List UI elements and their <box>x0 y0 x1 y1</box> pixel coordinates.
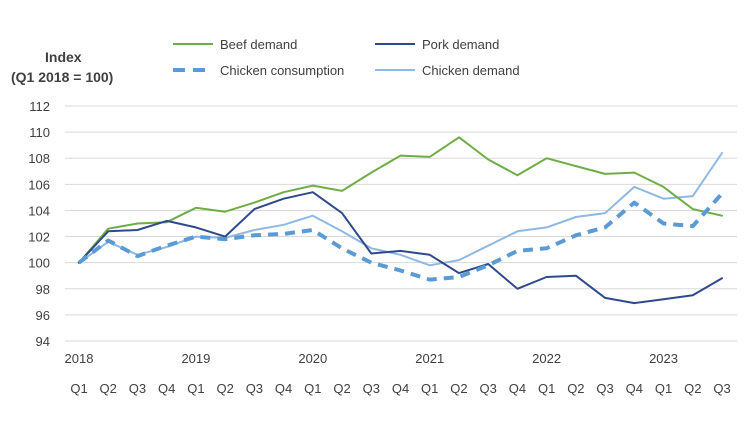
x-quarter-label: Q4 <box>392 381 409 396</box>
y-tick-label: 108 <box>28 151 50 166</box>
y-tick-label: 98 <box>36 282 50 297</box>
x-year-label: 2018 <box>65 351 94 366</box>
x-quarter-label: Q4 <box>509 381 526 396</box>
x-year-label: 2020 <box>298 351 327 366</box>
x-quarter-label: Q1 <box>538 381 555 396</box>
x-year-label: 2022 <box>532 351 561 366</box>
x-year-label: 2019 <box>181 351 210 366</box>
x-quarter-label: Q1 <box>304 381 321 396</box>
y-tick-label: 94 <box>36 334 50 349</box>
x-quarter-label: Q2 <box>684 381 701 396</box>
x-quarter-label: Q2 <box>450 381 467 396</box>
y-axis-ticks: 94 96 98 100 102 104 106 108 110 112 <box>28 99 50 349</box>
series-line-chicken-demand <box>78 152 723 267</box>
y-tick-label: 112 <box>29 99 50 114</box>
x-quarter-label: Q4 <box>158 381 175 396</box>
x-quarter-label: Q1 <box>70 381 87 396</box>
x-quarter-label: Q3 <box>363 381 380 396</box>
series-line-beef-demand <box>78 136 723 264</box>
y-tick-label: 104 <box>28 203 50 218</box>
legend-label: Beef demand <box>220 37 297 52</box>
x-axis: 2018 2019 2020 2021 2022 2023 Q1 Q2 Q3 Q4 Q1 Q2 Q3 Q4… <box>65 351 731 396</box>
gridlines <box>65 105 737 342</box>
legend-label: Pork demand <box>422 37 499 52</box>
x-quarter-label: Q3 <box>713 381 730 396</box>
y-tick-label: 110 <box>29 125 50 140</box>
y-tick-label: 102 <box>28 230 50 245</box>
legend-label: Chicken demand <box>422 63 520 78</box>
y-axis-label-line1: Index <box>45 49 82 65</box>
x-quarter-label: Q1 <box>187 381 204 396</box>
x-quarter-label: Q4 <box>275 381 292 396</box>
y-tick-label: 96 <box>36 308 50 323</box>
x-quarter-label: Q4 <box>626 381 643 396</box>
series-line-pork-demand <box>78 191 723 305</box>
y-axis-label-line2: (Q1 2018 = 100) <box>11 69 113 85</box>
x-quarter-label: Q2 <box>100 381 117 396</box>
x-quarter-label: Q1 <box>421 381 438 396</box>
x-year-label: 2023 <box>649 351 678 366</box>
x-year-label: 2021 <box>415 351 444 366</box>
x-quarter-label: Q1 <box>655 381 672 396</box>
x-quarter-label: Q3 <box>596 381 613 396</box>
legend-label: Chicken consumption <box>220 63 344 78</box>
x-quarter-label: Q3 <box>480 381 497 396</box>
series-line-chicken-consumption <box>77 192 724 282</box>
legend: Beef demand Pork demand Chicken consumptio… <box>173 37 520 78</box>
x-quarter-label: Q2 <box>216 381 233 396</box>
x-quarter-label: Q2 <box>333 381 350 396</box>
y-tick-label: 106 <box>28 177 50 192</box>
x-quarter-label: Q2 <box>567 381 584 396</box>
y-tick-label: 100 <box>28 256 50 271</box>
series-layer <box>77 136 724 305</box>
x-quarter-label: Q3 <box>129 381 146 396</box>
x-quarter-label: Q3 <box>246 381 263 396</box>
